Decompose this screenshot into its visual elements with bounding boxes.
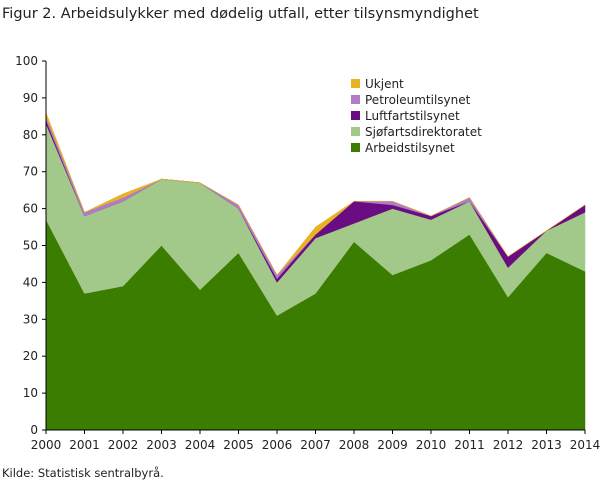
y-tick-label: 50 [23, 239, 38, 253]
legend-swatch [351, 127, 360, 136]
x-tick-label: 2000 [31, 438, 62, 452]
legend-swatch [351, 111, 360, 120]
y-tick-label: 40 [23, 275, 38, 289]
x-tick-label: 2006 [262, 438, 293, 452]
legend-label: Sjøfartsdirektoratet [365, 125, 482, 139]
y-tick-label: 70 [23, 165, 38, 179]
y-tick-label: 0 [30, 423, 38, 437]
source-note: Kilde: Statistisk sentralbyrå. [2, 466, 164, 480]
x-tick-label: 2001 [69, 438, 100, 452]
x-tick-label: 2004 [185, 438, 216, 452]
y-tick-label: 60 [23, 202, 38, 216]
legend-swatch [351, 143, 360, 152]
y-tick-label: 80 [23, 128, 38, 142]
x-tick-label: 2002 [108, 438, 139, 452]
x-tick-label: 2009 [377, 438, 408, 452]
legend-label: Ukjent [365, 77, 404, 91]
y-tick-label: 20 [23, 349, 38, 363]
legend: Ukjent Petroleumtilsynet Luftfartstilsynet… [351, 77, 482, 155]
y-tick-label: 30 [23, 312, 38, 326]
x-tick-label: 2003 [146, 438, 177, 452]
area-ukjent [45, 112, 586, 276]
legend-label: Petroleumtilsynet [365, 93, 471, 107]
x-tick-label: 2012 [493, 438, 524, 452]
legend-swatch [351, 79, 360, 88]
area-layer [45, 112, 586, 431]
axes-layer: 0 10 20 30 40 50 60 70 80 90 100 2000 2001 2002 2003 20… [15, 54, 600, 452]
chart-title: Figur 2. Arbeidsulykker med dødelig utfa… [2, 6, 479, 22]
x-tick-label: 2005 [223, 438, 254, 452]
legend-swatch [351, 95, 360, 104]
x-tick-label: 2011 [454, 438, 485, 452]
x-tick-label: 2007 [300, 438, 331, 452]
x-tick-label: 2014 [570, 438, 601, 452]
x-tick-label: 2010 [416, 438, 447, 452]
x-tick-label: 2013 [531, 438, 562, 452]
legend-label: Arbeidstilsynet [365, 141, 455, 155]
y-tick-label: 100 [15, 54, 38, 68]
y-tick-label: 10 [23, 386, 38, 400]
x-tick-label: 2008 [339, 438, 370, 452]
legend-label: Luftfartstilsynet [365, 109, 460, 123]
y-tick-label: 90 [23, 91, 38, 105]
